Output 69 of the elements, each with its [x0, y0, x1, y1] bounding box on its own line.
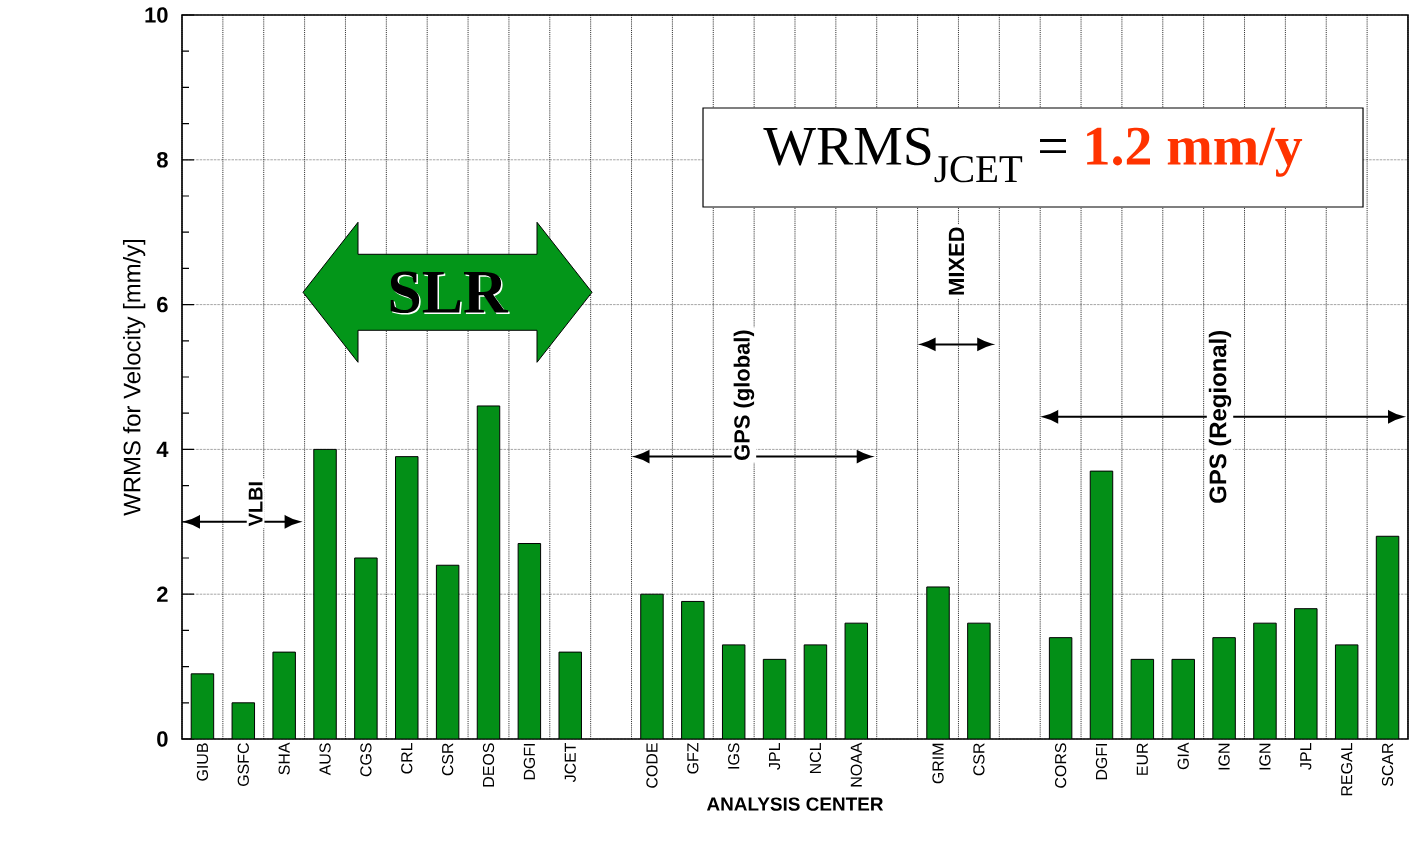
- x-tick-label: GIUB: [196, 743, 209, 781]
- bar: [558, 651, 582, 739]
- x-tick-label: REGAL: [1341, 743, 1353, 796]
- x-tick-label: GRIM: [932, 743, 944, 784]
- bar: [435, 564, 460, 739]
- bar: [517, 543, 542, 739]
- annotation: SLR: [390, 271, 509, 314]
- bar: [844, 622, 869, 739]
- annotation: WRMS$_{JCET}$ =: [763, 127, 1066, 183]
- x-tick-label: IGN: [1218, 743, 1230, 770]
- x-tick-label: CSR: [441, 743, 454, 776]
- bar: [1089, 470, 1114, 739]
- bar: [272, 651, 296, 739]
- x-tick-label: JCET: [564, 742, 576, 783]
- bar: [1294, 608, 1318, 739]
- bar: [681, 600, 705, 739]
- x-tick-label: GSFC: [237, 743, 249, 786]
- y-tick-label: 0: [157, 731, 168, 747]
- bar: [721, 644, 746, 739]
- bar: [395, 456, 419, 739]
- bar: [803, 644, 828, 739]
- bar: [476, 405, 501, 739]
- bar: [640, 593, 664, 739]
- y-tick-label: 6: [157, 296, 168, 313]
- bar: [1253, 622, 1277, 739]
- x-tick-label: IGN: [1259, 743, 1271, 770]
- x-tick-label: DEOS: [482, 743, 495, 787]
- annotation: GPS (global): [733, 330, 755, 460]
- x-tick-label: SCAR: [1381, 743, 1394, 787]
- x-tick-label: SHA: [278, 742, 290, 775]
- y-axis-title: WRMS for Velocity [mm/y]: [122, 239, 146, 516]
- x-tick-label: IGS: [728, 743, 740, 769]
- x-tick-label: JPL: [768, 743, 781, 770]
- bar: [967, 622, 991, 739]
- y-tick-label: 2: [157, 586, 168, 602]
- bar: [926, 586, 950, 739]
- bar: [762, 658, 787, 739]
- x-tick-label: CSR: [973, 743, 985, 776]
- x-tick-label: JPL: [1300, 743, 1312, 770]
- x-tick-label: NCL: [809, 743, 822, 774]
- bar: [313, 448, 337, 739]
- y-tick-label: 8: [156, 152, 168, 168]
- annotation: MIXED: [948, 227, 964, 295]
- bar: [354, 557, 378, 739]
- y-tick-label: 10: [145, 7, 168, 23]
- bar: [1171, 658, 1195, 739]
- bar: [231, 702, 256, 739]
- x-tick-label: DGFI: [523, 743, 536, 780]
- x-tick-label: GFZ: [687, 743, 699, 774]
- x-tick-label: GIA: [1177, 742, 1189, 770]
- bar: [190, 673, 215, 739]
- x-tick-label: DGFI: [1095, 743, 1108, 780]
- x-tick-label: CORS: [1054, 743, 1067, 788]
- annotation: VLBI: [248, 482, 263, 527]
- x-tick-label: EUR: [1136, 743, 1148, 775]
- y-tick-label: 4: [156, 441, 169, 457]
- x-tick-label: AUS: [319, 743, 331, 776]
- bar: [1048, 637, 1073, 739]
- x-axis-title: ANALYSIS CENTER: [706, 797, 884, 811]
- x-tick-label: NOAA: [850, 742, 862, 787]
- x-tick-label: CRL: [401, 743, 413, 774]
- bar: [1375, 535, 1400, 739]
- bar: [1130, 658, 1155, 739]
- bar: [1212, 637, 1236, 739]
- annotation: 1.2 mm/y: [1087, 127, 1303, 177]
- x-tick-label: CODE: [646, 743, 658, 788]
- x-tick-label: CGS: [360, 743, 372, 777]
- annotation: GPS (Regional): [1208, 330, 1232, 503]
- bar: [1334, 644, 1359, 739]
